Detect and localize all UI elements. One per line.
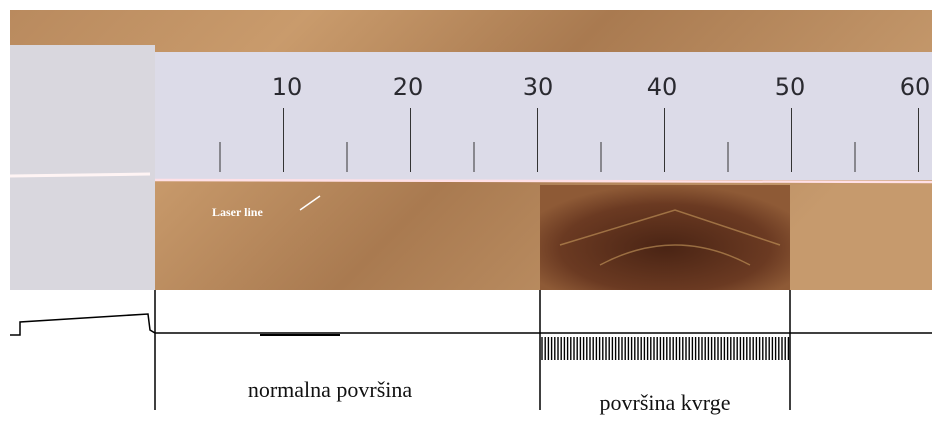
annotation: Laser line <box>212 205 263 219</box>
ruler-label: 30 <box>523 73 554 101</box>
ruler-label: 50 <box>775 73 806 101</box>
knot <box>540 185 790 290</box>
knot-signal <box>541 337 790 360</box>
ruler-label: 40 <box>647 73 678 101</box>
photo: 10 20 30 40 50 60 Laser line <box>9 10 932 290</box>
paper-card <box>10 45 155 290</box>
ruler-label: 10 <box>272 73 303 101</box>
region-label: normalna površina <box>248 377 413 402</box>
ruler-label: 60 <box>900 73 931 101</box>
laser-line <box>9 172 151 178</box>
ruler-ticks <box>219 108 919 172</box>
knot-rings <box>559 209 781 266</box>
signal <box>10 290 932 410</box>
ruler-label: 20 <box>393 73 424 101</box>
ruler <box>155 52 932 180</box>
laser-line <box>154 178 932 184</box>
region-label: površina kvrge <box>600 390 731 415</box>
annotation-pointer <box>299 195 321 211</box>
profile-line <box>10 313 932 336</box>
